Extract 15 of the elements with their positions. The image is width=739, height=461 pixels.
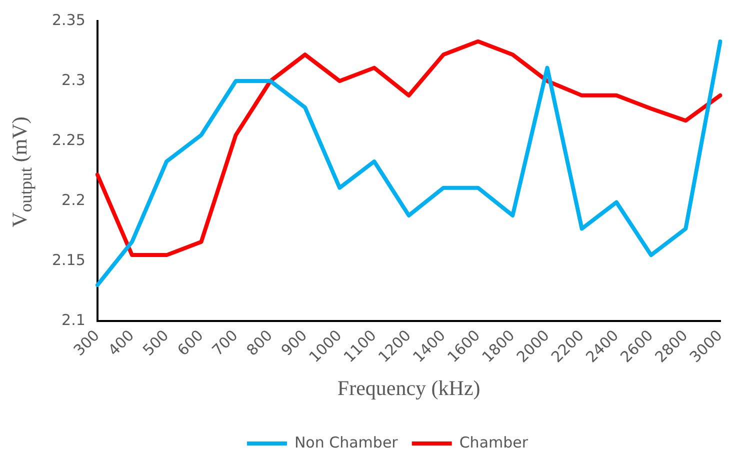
x-tick-label: 700 xyxy=(208,326,242,360)
y-tick-label: 2.35 xyxy=(52,10,86,29)
y-tick-label: 2.2 xyxy=(62,190,86,209)
x-tick-label: 800 xyxy=(243,326,276,360)
x-tick-label: 300 xyxy=(70,326,103,360)
y-tick-label: 2.1 xyxy=(62,310,86,329)
legend-label: Non Chamber xyxy=(294,433,399,452)
y-tick-label: 2.15 xyxy=(52,250,86,269)
y-tick-label: 2.25 xyxy=(52,130,86,149)
x-tick-label: 500 xyxy=(139,326,172,360)
legend-label: Chamber xyxy=(459,433,529,452)
x-axis-title: Frequency (kHz) xyxy=(337,376,480,400)
x-tick-label: 400 xyxy=(104,326,138,360)
x-tick-label: 600 xyxy=(174,326,207,360)
y-tick-label: 2.3 xyxy=(62,70,86,89)
